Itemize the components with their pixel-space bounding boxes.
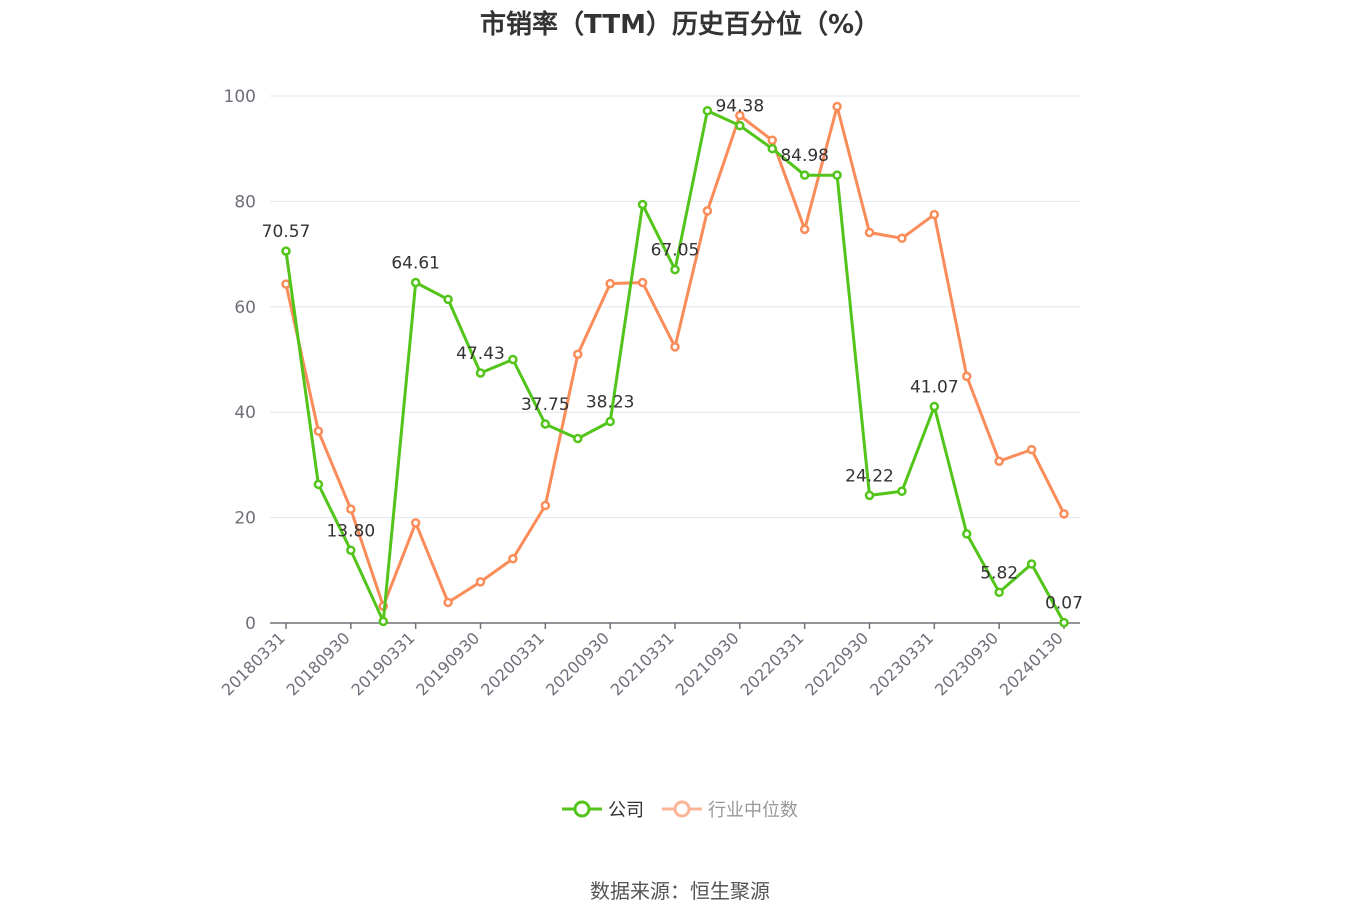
- company-data-label: 47.43: [456, 344, 505, 364]
- company-data-label: 94.38: [715, 97, 764, 117]
- company-data-label: 5.82: [980, 563, 1018, 583]
- industry-median-data-point: [605, 278, 615, 289]
- company-data-label: 38.23: [586, 393, 635, 413]
- industry-median-data-point: [313, 426, 324, 436]
- company-data-point: [702, 106, 713, 116]
- company-data-label: 13.80: [326, 521, 375, 541]
- industry-median-data-point: [864, 227, 875, 238]
- company-data-point: [1059, 617, 1069, 628]
- company-data-point: [929, 401, 940, 412]
- x-tick-label: 20230930: [931, 628, 1002, 699]
- y-tick-label: 60: [234, 298, 256, 318]
- industry-median-data-point: [1059, 509, 1069, 519]
- company-data-point: [573, 433, 583, 444]
- company-data-point: [897, 486, 907, 496]
- legend-item-company[interactable]: 公司: [562, 796, 644, 822]
- y-tick-label: 40: [234, 403, 256, 423]
- company-data-label: 41.07: [910, 378, 959, 398]
- x-tick-label: 20210331: [607, 628, 678, 699]
- industry-median-data-point: [670, 342, 680, 352]
- industry-median-data-point: [637, 277, 648, 288]
- industry-median-data-point: [443, 597, 453, 608]
- series-layer: [281, 101, 1069, 628]
- industry-median-data-point: [832, 101, 842, 112]
- company-data-point: [994, 587, 1004, 598]
- company-data-point: [767, 143, 777, 154]
- y-tick-label: 100: [224, 87, 256, 107]
- industry-median-data-point: [929, 209, 940, 220]
- industry-median-data-point: [767, 135, 777, 146]
- y-tick-label: 80: [234, 192, 256, 212]
- company-data-label: 37.75: [521, 395, 570, 415]
- industry-median-data-point: [799, 224, 810, 235]
- company-data-point: [637, 199, 648, 210]
- x-tick-label: 20220331: [736, 628, 807, 699]
- company-data-label: 64.61: [391, 254, 440, 274]
- x-tick-label: 20220930: [801, 628, 872, 699]
- legend-item-industry-median[interactable]: 行业中位数: [662, 796, 798, 822]
- chart-title: 市销率（TTM）历史百分位（%）: [480, 10, 880, 40]
- industry-median-data-point: [1026, 444, 1037, 455]
- industry-median-data-point: [346, 504, 356, 514]
- company-data-point: [1026, 559, 1037, 569]
- x-tick-label: 20180331: [218, 628, 289, 699]
- legend: 公司 行业中位数: [0, 796, 1360, 822]
- company-data-point: [832, 170, 842, 180]
- legend-company-marker-icon: [562, 800, 602, 818]
- industry-median-data-point: [540, 500, 551, 511]
- industry-median-data-point: [702, 206, 713, 216]
- company-data-label: 84.98: [780, 146, 829, 166]
- company-data-point: [346, 545, 356, 556]
- x-tick-label: 20200331: [477, 628, 548, 699]
- company-data-point: [670, 264, 680, 275]
- company-data-point: [313, 479, 324, 490]
- company-data-label: 24.22: [845, 466, 894, 486]
- company-data-label: 70.57: [262, 222, 311, 242]
- company-data-point: [864, 490, 875, 501]
- x-tick-label: 20180930: [283, 628, 354, 699]
- x-tick-label: 20200930: [542, 628, 613, 699]
- x-tick-label: 20240130: [996, 628, 1067, 699]
- data-source: 数据来源：恒生聚源: [590, 879, 770, 903]
- industry-median-data-point: [735, 110, 745, 121]
- x-tick-label: 20190331: [347, 628, 418, 699]
- company-series-line: [284, 109, 1066, 624]
- company-data-point: [735, 120, 745, 131]
- company-data-point: [281, 246, 291, 256]
- grid-lines: [270, 95, 1080, 519]
- x-tick-label: 20230331: [866, 628, 937, 699]
- company-data-point: [605, 416, 615, 427]
- company-data-point: [508, 354, 518, 365]
- company-data-point: [475, 368, 486, 378]
- industry-median-series-line: [284, 105, 1066, 608]
- company-data-point: [799, 170, 810, 180]
- legend-industry-marker-icon: [662, 800, 702, 818]
- x-tick-label: 20210930: [672, 628, 743, 699]
- industry-median-data-point: [994, 456, 1004, 466]
- company-data-label: 0.07: [1045, 594, 1083, 614]
- industry-median-data-point: [897, 233, 907, 244]
- x-tick-label: 20190930: [412, 628, 483, 699]
- data-labels: 70.57 13.80 64.61 47.43 37.75 38.23 67.05 94.38…: [262, 97, 1083, 614]
- industry-median-data-point: [508, 553, 518, 564]
- y-tick-label: 0: [245, 614, 256, 634]
- industry-median-data-point: [962, 371, 972, 382]
- company-data-point: [378, 616, 388, 627]
- company-data-point: [410, 277, 421, 288]
- industry-median-data-point: [573, 349, 583, 359]
- legend-label-company: 公司: [608, 800, 644, 821]
- y-tick-label: 20: [234, 509, 256, 529]
- industry-median-data-point: [475, 577, 486, 587]
- legend-label-industry-median: 行业中位数: [708, 800, 798, 821]
- industry-median-data-point: [410, 518, 421, 528]
- industry-median-data-point: [281, 279, 291, 289]
- company-data-label: 67.05: [651, 241, 700, 261]
- company-data-point: [540, 419, 551, 429]
- company-data-point: [962, 529, 972, 539]
- company-data-point: [443, 294, 453, 305]
